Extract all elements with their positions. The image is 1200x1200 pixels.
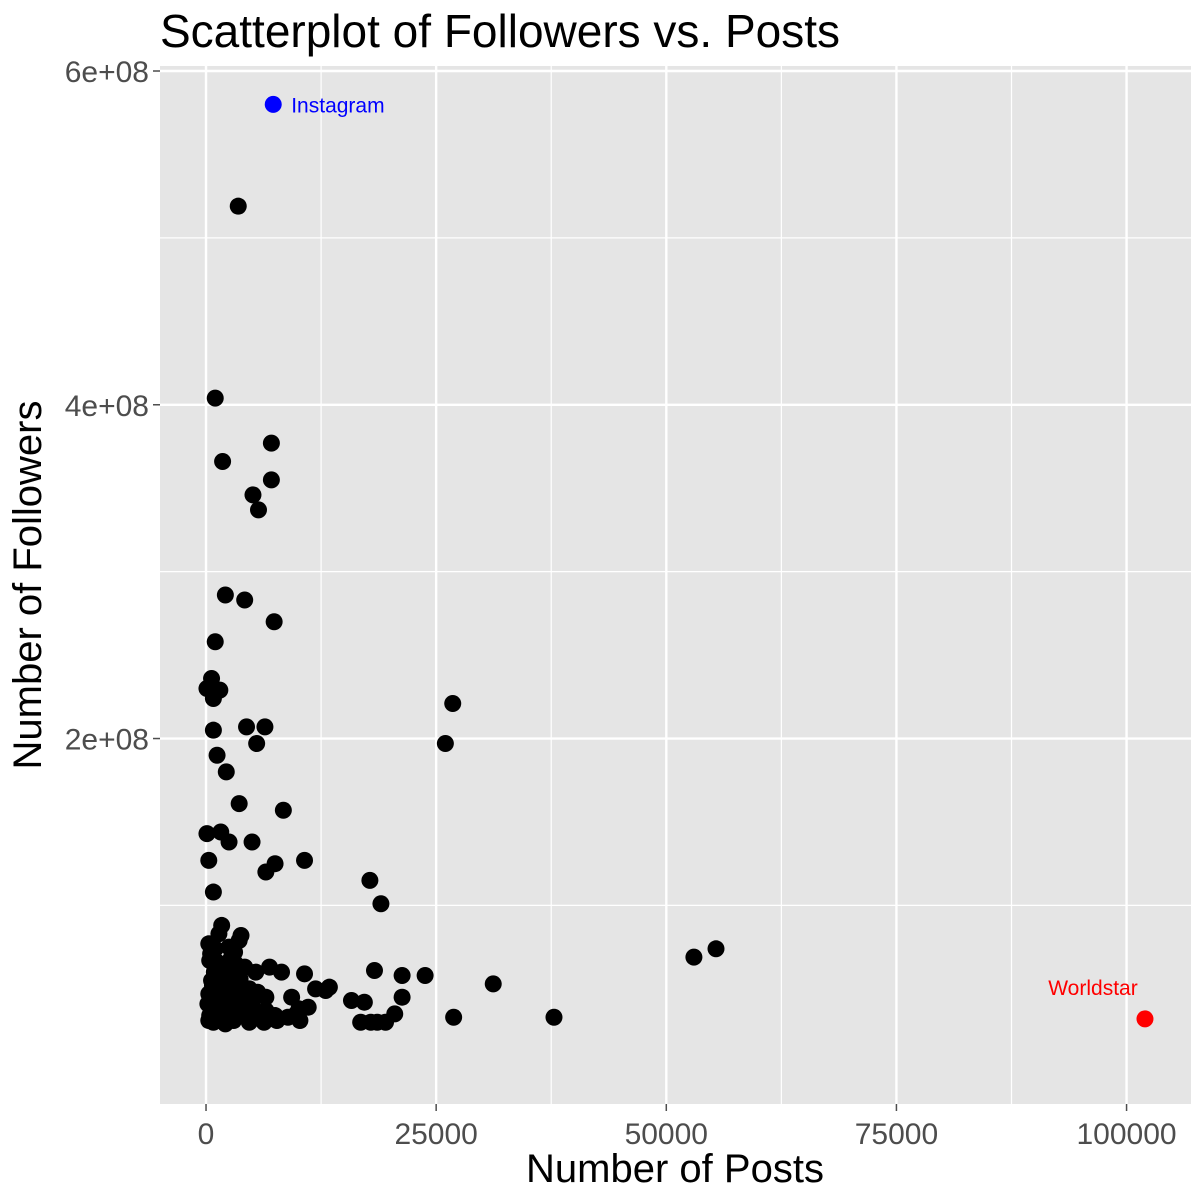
data-point (262, 471, 280, 489)
data-point (484, 975, 502, 993)
data-point (296, 851, 314, 869)
data-point (265, 613, 283, 631)
data-point (707, 940, 725, 958)
data-point (393, 988, 411, 1006)
data-point (204, 883, 222, 901)
data-point (317, 982, 335, 1000)
x-tick-label: 50000 (625, 1118, 708, 1151)
data-point (248, 735, 266, 753)
data-point (208, 746, 226, 764)
data-point (238, 983, 256, 1001)
data-point (273, 963, 291, 981)
data-point (217, 1007, 235, 1025)
x-axis-ticks: 0 25000 50000 75000 100000 (198, 1104, 1177, 1151)
highlight-point-worldstar (1136, 1010, 1154, 1028)
data-point (257, 988, 275, 1006)
y-tick-label: 4e+08 (65, 390, 149, 423)
data-point (206, 633, 224, 651)
data-point (393, 967, 411, 985)
data-point (436, 735, 454, 753)
y-tick-label: 2e+08 (65, 724, 149, 757)
chart-title: Scatterplot of Followers vs. Posts (160, 5, 840, 57)
annotation-worldstar: Worldstar (1048, 977, 1137, 1000)
data-point (377, 1013, 395, 1031)
data-point (203, 1008, 221, 1026)
data-point (243, 833, 261, 851)
highlight-point-instagram (264, 95, 282, 113)
y-axis-title: Number of Followers (6, 400, 50, 769)
data-point (274, 801, 292, 819)
highlight-points: Instagram Worldstar (264, 94, 1154, 1028)
data-point (545, 1008, 563, 1026)
data-point (372, 895, 390, 913)
data-point (256, 718, 274, 736)
y-tick-label: 6e+08 (65, 56, 149, 89)
data-point (444, 694, 462, 712)
data-point (226, 943, 244, 961)
data-point (416, 967, 434, 985)
data-point (445, 1008, 463, 1026)
data-point (244, 486, 262, 504)
data-point (206, 940, 224, 958)
data-point (685, 948, 703, 966)
x-tick-label: 0 (198, 1118, 215, 1151)
y-axis-ticks: 2e+08 4e+08 6e+08 (65, 56, 160, 757)
data-points (198, 197, 725, 1033)
data-point (365, 961, 383, 979)
data-point (291, 1012, 309, 1030)
minor-gridlines (160, 66, 1191, 1104)
data-point (238, 718, 256, 736)
data-point (204, 721, 222, 739)
data-point (216, 586, 234, 604)
x-axis-title: Number of Posts (526, 1147, 824, 1191)
data-point (355, 993, 373, 1011)
data-point (204, 689, 222, 707)
x-tick-label: 75000 (855, 1118, 938, 1151)
data-point (268, 1012, 286, 1030)
data-point (262, 434, 280, 452)
data-point (296, 965, 314, 983)
data-point (220, 833, 238, 851)
data-point (247, 963, 265, 981)
annotation-instagram: Instagram (291, 94, 384, 117)
x-tick-label: 100000 (1077, 1118, 1177, 1151)
data-point (352, 1013, 370, 1031)
data-point (257, 863, 275, 881)
data-point (236, 591, 254, 609)
data-point (206, 389, 224, 407)
data-point (232, 1002, 250, 1020)
data-point (229, 197, 247, 215)
data-point (198, 825, 216, 843)
data-point (342, 992, 360, 1010)
data-point (217, 763, 235, 781)
data-point (200, 851, 218, 869)
data-point (255, 1013, 273, 1031)
data-point (249, 501, 267, 519)
data-point (361, 871, 379, 889)
data-point (214, 453, 232, 471)
panel-background (160, 66, 1191, 1104)
data-point (230, 795, 248, 813)
x-tick-label: 25000 (394, 1118, 477, 1151)
major-gridlines (160, 66, 1191, 1104)
